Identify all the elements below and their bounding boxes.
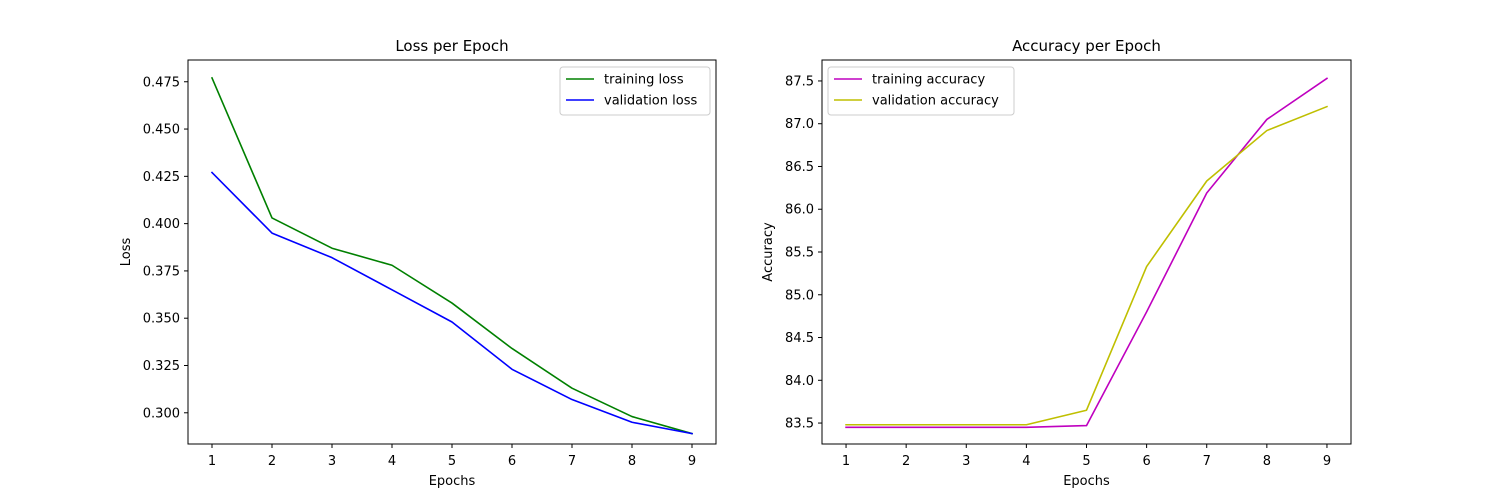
legend-entry-label: validation loss [604,94,697,109]
legend: training loss validation loss [559,66,711,116]
chart-panel-1: Loss per Epoch 1 2 3 4 5 6 7 8 9 0.300 0.325 0.350 0.… [119,37,717,489]
y-tick-label: 84.5 [785,331,814,346]
x-tick-label: 1 [842,454,850,469]
series-line-training-accuracy [845,77,1329,429]
x-tick-label: 9 [1323,454,1331,469]
y-axis-label: Accuracy [761,222,776,282]
y-tick-label: 83.5 [785,417,814,432]
chart-title: Loss per Epoch [395,37,508,55]
y-tick-label: 0.325 [143,359,180,374]
x-tick-label: 2 [268,454,276,469]
x-tick-label: 5 [1082,454,1090,469]
x-tick-label: 6 [1142,454,1150,469]
x-axis-label: Epochs [429,474,476,489]
chart-title: Accuracy per Epoch [1012,37,1161,55]
y-tick-label: 0.425 [143,170,180,185]
y-tick-label: 84.0 [785,374,814,389]
chart-panel-2: Accuracy per Epoch 1 2 3 4 5 6 7 8 9 83.5 84.0 84.5 8… [761,37,1352,489]
x-tick-label: 7 [568,454,576,469]
y-tick-label: 0.400 [143,217,180,232]
series-line-validation-loss [210,171,693,435]
x-tick-label: 1 [208,454,216,469]
y-tick-label: 0.375 [143,264,180,279]
x-axis-label: Epochs [1063,474,1110,489]
y-tick-label: 0.300 [143,406,180,421]
series-line-validation-accuracy [845,105,1328,426]
legend-entry-label: validation accuracy [872,94,999,109]
y-tick-label: 86.0 [785,203,814,218]
y-tick-label: 0.450 [143,123,180,138]
x-tick-label: 8 [1263,454,1271,469]
y-axis-label: Loss [119,238,134,267]
y-tick-label: 86.5 [785,160,814,175]
legend: training accuracy validation accuracy [827,66,1015,116]
y-tick-label: 0.350 [143,312,180,327]
y-tick-label: 85.0 [785,288,814,303]
y-tick-label: 0.475 [143,75,180,90]
plot-area-frame [187,59,717,445]
x-tick-label: 4 [1022,454,1030,469]
x-tick-label: 3 [328,454,336,469]
x-tick-label: 7 [1203,454,1211,469]
y-tick-label: 87.0 [785,117,814,132]
x-tick-label: 2 [902,454,910,469]
x-tick-label: 5 [448,454,456,469]
legend-entry-label: training accuracy [872,73,985,88]
x-tick-label: 6 [508,454,516,469]
legend-box [827,66,1015,116]
series-line-training-loss [210,76,693,435]
legend-box [559,66,711,116]
x-tick-label: 8 [628,454,636,469]
x-tick-label: 3 [962,454,970,469]
x-tick-label: 9 [688,454,696,469]
y-tick-label: 87.5 [785,74,814,89]
legend-entry-label: training loss [604,73,684,88]
plot-area-frame [821,59,1352,445]
y-tick-label: 85.5 [785,246,814,261]
x-tick-label: 4 [388,454,396,469]
